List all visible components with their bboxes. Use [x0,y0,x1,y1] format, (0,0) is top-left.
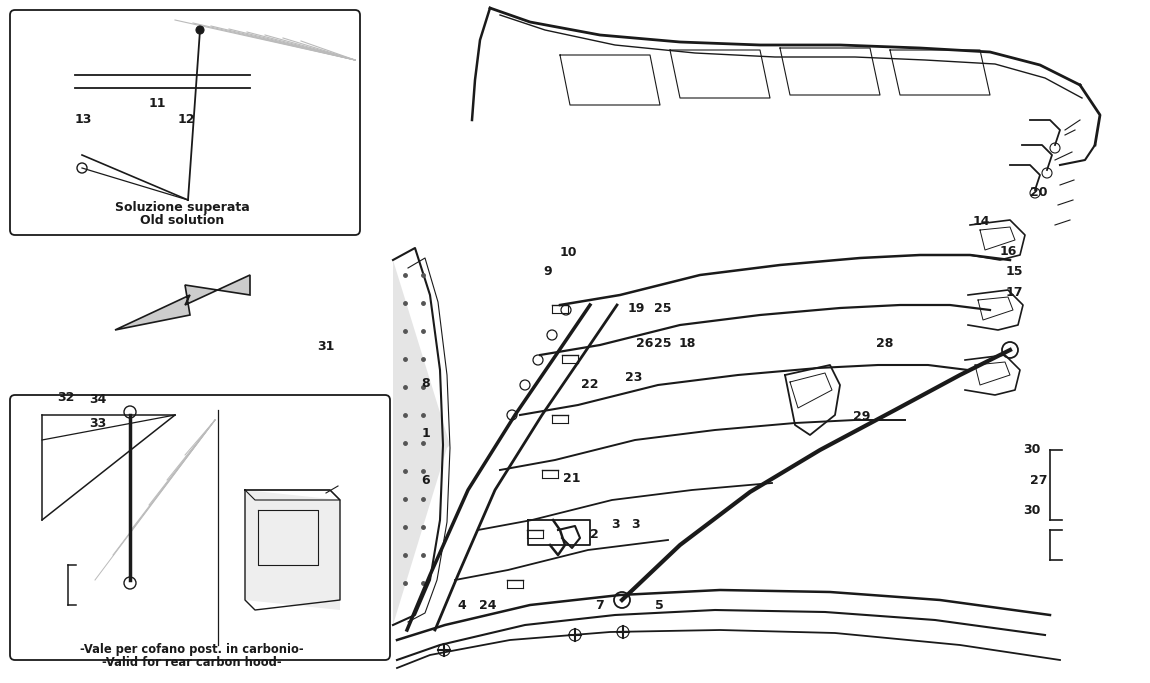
Text: 3: 3 [631,518,641,531]
Text: -Valid for rear carbon hood-: -Valid for rear carbon hood- [102,656,282,669]
Text: 33: 33 [90,417,106,430]
Text: 24: 24 [478,599,497,613]
Text: 28: 28 [875,337,894,350]
Text: -Vale per cofano post. in carbonio-: -Vale per cofano post. in carbonio- [81,643,304,656]
Text: 12: 12 [177,113,196,126]
Text: 16: 16 [999,245,1018,258]
Text: 34: 34 [89,393,107,406]
Text: 7: 7 [595,599,604,613]
Text: 3: 3 [611,518,620,531]
Text: Soluzione superata: Soluzione superata [115,201,250,214]
Text: 25: 25 [653,337,672,350]
Polygon shape [115,275,250,330]
Text: 14: 14 [972,215,990,229]
Text: 25: 25 [653,302,672,316]
Text: 31: 31 [316,340,335,354]
Text: 19: 19 [627,302,645,316]
Text: 30: 30 [1022,443,1041,456]
Text: 2: 2 [590,527,599,541]
Text: Old solution: Old solution [140,214,224,227]
Text: 17: 17 [1005,285,1024,299]
Text: 26: 26 [636,337,654,350]
Polygon shape [245,490,340,610]
Text: 1: 1 [421,427,430,441]
Text: 30: 30 [1022,504,1041,518]
Text: 11: 11 [148,97,167,111]
Text: 20: 20 [1029,186,1048,199]
Text: 6: 6 [421,473,430,487]
Text: 27: 27 [1029,473,1048,487]
Text: 13: 13 [74,113,92,126]
Text: 18: 18 [678,337,697,350]
Circle shape [196,26,204,34]
Polygon shape [393,260,450,625]
Text: 9: 9 [543,265,552,279]
Text: 5: 5 [654,599,664,613]
Text: 22: 22 [581,378,599,391]
Text: 32: 32 [56,391,75,404]
Text: 8: 8 [421,377,430,391]
Text: 10: 10 [559,246,577,260]
Text: 4: 4 [458,599,467,613]
Text: 23: 23 [624,371,643,385]
FancyBboxPatch shape [10,395,390,660]
Text: 29: 29 [852,410,871,423]
Text: 21: 21 [562,471,581,485]
Text: 15: 15 [1005,265,1024,279]
FancyBboxPatch shape [10,10,360,235]
